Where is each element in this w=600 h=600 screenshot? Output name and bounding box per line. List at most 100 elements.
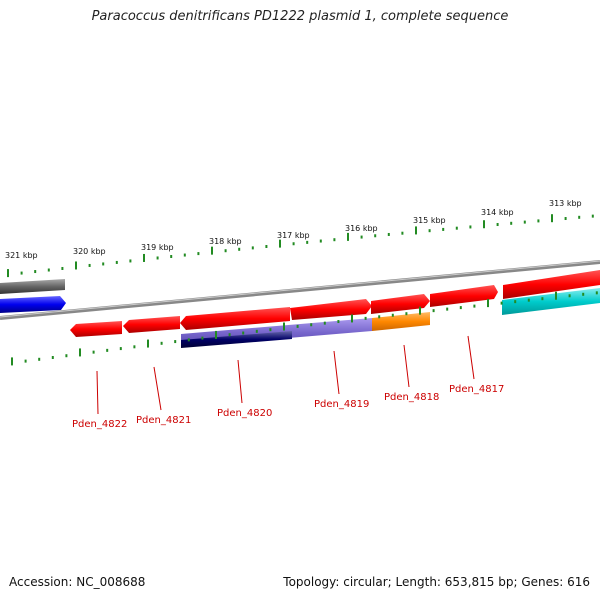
leader-line — [96, 370, 99, 415]
minor-tick — [242, 331, 245, 335]
minor-tick — [183, 253, 186, 257]
gene-arrow-red — [123, 316, 180, 333]
major-tick — [347, 232, 349, 241]
scale-label-318: 318 kbp — [209, 237, 242, 246]
gene-arrow-gray — [0, 279, 65, 294]
minor-tick — [564, 217, 567, 221]
minor-tick — [374, 234, 377, 238]
minor-tick — [251, 246, 254, 250]
gene-label-pden-4822: Pden_4822 — [72, 419, 127, 430]
scale-label-319: 319 kbp — [141, 243, 174, 252]
major-tick — [283, 322, 285, 331]
gene-labels — [96, 335, 475, 415]
gene-label-pden-4820: Pden_4820 — [217, 408, 272, 419]
minor-tick — [24, 359, 27, 363]
minor-tick — [319, 239, 322, 243]
minor-tick — [405, 312, 408, 316]
gene-arrow-red — [503, 270, 600, 299]
minor-tick — [38, 357, 41, 361]
minor-tick — [160, 341, 163, 345]
minor-tick — [88, 263, 91, 267]
minor-tick — [582, 292, 585, 296]
gene-arrow-red — [290, 299, 372, 320]
major-tick — [551, 214, 553, 223]
major-tick — [555, 291, 557, 300]
leader-line — [333, 350, 340, 395]
gene-arrow-red — [70, 321, 122, 337]
gene-bar-navy — [181, 331, 292, 348]
minor-tick — [442, 227, 445, 231]
minor-tick — [537, 219, 540, 223]
minor-tick — [129, 259, 132, 263]
minor-tick — [92, 350, 95, 354]
minor-tick — [541, 297, 544, 301]
gene-arrow-blue — [0, 296, 66, 313]
minor-tick — [364, 316, 367, 320]
minor-tick — [197, 252, 200, 256]
scale-label-315: 315 kbp — [413, 216, 446, 225]
scale-ticks-bottom — [11, 291, 598, 366]
minor-tick — [473, 304, 476, 308]
plasmid-backbone — [0, 260, 600, 320]
minor-tick — [296, 324, 299, 328]
scale-label-317: 317 kbp — [277, 231, 310, 240]
gene-arrow-red — [180, 307, 290, 330]
major-tick — [143, 253, 145, 262]
gene-arrow-red — [430, 285, 498, 307]
leader-line — [467, 335, 475, 380]
minor-tick — [102, 262, 105, 266]
minor-tick — [228, 333, 231, 337]
minor-tick — [61, 266, 64, 270]
minor-tick — [170, 255, 173, 259]
minor-tick — [106, 348, 109, 352]
scale-label-321: 321 kbp — [5, 251, 38, 260]
reverse-features — [70, 307, 430, 348]
gene-bar-orange — [372, 312, 430, 331]
minor-tick — [428, 229, 431, 233]
major-tick — [215, 330, 217, 339]
minor-tick — [455, 226, 458, 230]
minor-tick — [510, 221, 513, 225]
map-title: Paracoccus denitrificans PD1222 plasmid … — [91, 9, 509, 24]
major-tick — [75, 261, 77, 270]
scale-label-316: 316 kbp — [345, 224, 378, 233]
minor-tick — [337, 320, 340, 324]
major-tick — [483, 220, 485, 229]
minor-tick — [34, 270, 37, 274]
minor-tick — [174, 340, 177, 344]
minor-tick — [187, 338, 190, 342]
minor-tick — [292, 242, 295, 246]
minor-tick — [306, 240, 309, 244]
major-tick — [211, 246, 213, 255]
major-tick — [415, 226, 417, 235]
minor-tick — [469, 225, 472, 229]
minor-tick — [578, 215, 581, 219]
minor-tick — [401, 231, 404, 235]
major-tick — [351, 314, 353, 323]
minor-tick — [310, 323, 313, 327]
gene-label-pden-4818: Pden_4818 — [384, 392, 439, 403]
major-tick — [11, 357, 13, 366]
minor-tick — [391, 313, 394, 317]
minor-tick — [514, 300, 517, 304]
minor-tick — [51, 356, 54, 360]
major-tick — [487, 299, 489, 308]
gene-arrow-cyan — [502, 288, 600, 315]
forward-features — [0, 270, 600, 320]
minor-tick — [387, 232, 390, 236]
plasmid-backbone-highlight — [0, 260, 600, 318]
minor-tick — [523, 220, 526, 224]
scale-label-314: 314 kbp — [481, 208, 514, 217]
minor-tick — [133, 345, 136, 349]
accession-text: Accession: NC_008688 — [9, 575, 146, 589]
minor-tick — [432, 309, 435, 313]
minor-tick — [591, 214, 594, 218]
minor-tick — [119, 347, 122, 351]
minor-tick — [527, 298, 530, 302]
scale-ticks-top — [7, 214, 594, 278]
leader-line — [237, 359, 243, 404]
leader-line — [153, 366, 162, 411]
minor-tick — [333, 238, 336, 242]
minor-tick — [115, 260, 118, 264]
